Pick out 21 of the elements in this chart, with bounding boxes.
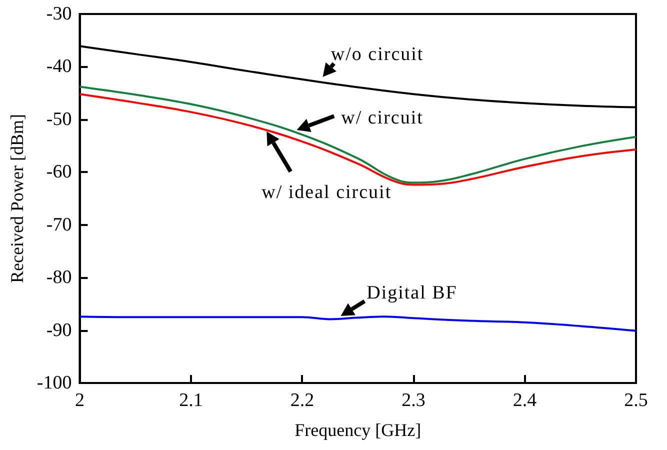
x-tick-label: 2.4 [512,390,538,411]
x-tick-label: 2.2 [290,390,314,411]
y-tick-label: -30 [46,4,72,24]
x-tick-label: 2.3 [402,390,426,411]
annotation: w/ ideal circuit [262,182,392,203]
line-series [78,316,637,332]
annotation: w/o circuit [330,44,424,65]
y-tick-label: -90 [46,320,72,341]
y-tick-label: -100 [36,372,72,394]
annotation: w/ circuit [341,107,424,128]
y-tick-label: -70 [46,214,72,236]
x-axis-title: Frequency [GHz] [294,420,422,440]
y-tick-label: -50 [46,108,72,130]
x-tick-label: 2.5 [624,390,648,411]
y-tick-label: -60 [46,162,72,183]
y-tick-label: -40 [46,56,72,78]
x-tick-label: 2.1 [179,390,203,411]
y-tick-label: -80 [46,267,72,288]
annotation: Digital BF [366,282,458,304]
y-axis-title: Received Power [dBm] [7,114,27,283]
x-tick-label: 2 [74,390,84,411]
